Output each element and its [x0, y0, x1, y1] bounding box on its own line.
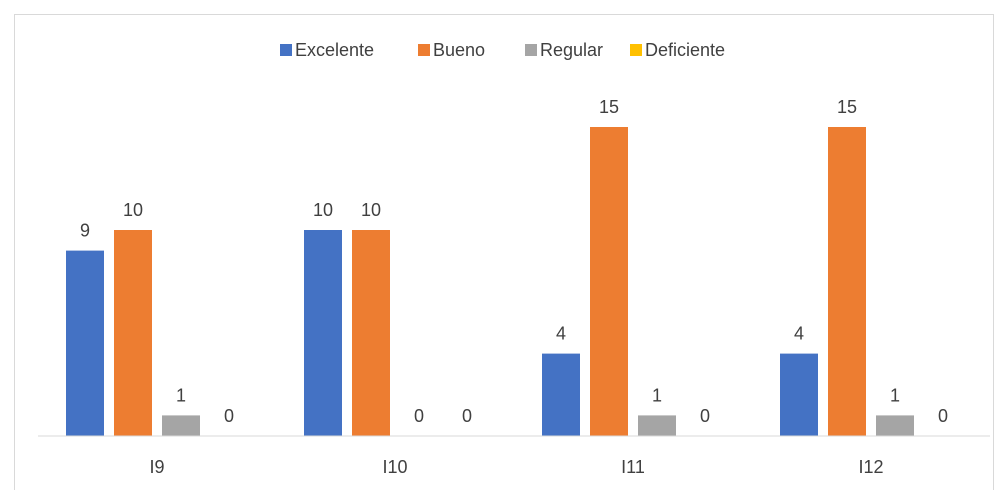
- bar-regular-i11: [638, 415, 676, 436]
- data-label-regular-i11: 1: [652, 385, 662, 405]
- data-label-regular-i12: 1: [890, 385, 900, 405]
- legend-label-excelente: Excelente: [295, 40, 374, 60]
- legend-swatch-deficiente: [630, 44, 642, 56]
- data-label-deficiente-i9: 0: [224, 406, 234, 426]
- bars: [66, 127, 914, 436]
- data-label-excelente-i9: 9: [80, 221, 90, 241]
- x-tick-label-i9: I9: [149, 457, 164, 477]
- bar-regular-i12: [876, 415, 914, 436]
- bar-bueno-i11: [590, 127, 628, 436]
- bar-regular-i9: [162, 415, 200, 436]
- bar-excelente-i11: [542, 353, 580, 436]
- bar-bueno-i10: [352, 230, 390, 436]
- legend-label-regular: Regular: [540, 40, 603, 60]
- data-label-regular-i10: 0: [414, 406, 424, 426]
- data-label-bueno-i9: 10: [123, 200, 143, 220]
- legend-swatch-bueno: [418, 44, 430, 56]
- x-tick-label-i10: I10: [382, 457, 407, 477]
- data-label-deficiente-i10: 0: [462, 406, 472, 426]
- data-label-excelente-i11: 4: [556, 324, 566, 344]
- x-tick-labels: I9 I10 I11 I12: [149, 457, 883, 477]
- data-label-regular-i9: 1: [176, 385, 186, 405]
- data-label-deficiente-i12: 0: [938, 406, 948, 426]
- bar-excelente-i9: [66, 250, 104, 436]
- bar-bueno-i9: [114, 230, 152, 436]
- data-label-bueno-i10: 10: [361, 200, 381, 220]
- legend-swatch-excelente: [280, 44, 292, 56]
- x-tick-label-i11: I11: [621, 457, 645, 477]
- legend-label-bueno: Bueno: [433, 40, 485, 60]
- chart-frame: [14, 14, 994, 490]
- bar-excelente-i10: [304, 230, 342, 436]
- data-label-excelente-i12: 4: [794, 324, 804, 344]
- bar-bueno-i12: [828, 127, 866, 436]
- legend-label-deficiente: Deficiente: [645, 40, 725, 60]
- data-label-excelente-i10: 10: [313, 200, 333, 220]
- data-label-bueno-i12: 15: [837, 97, 857, 117]
- legend-swatch-regular: [525, 44, 537, 56]
- bar-excelente-i12: [780, 353, 818, 436]
- x-tick-label-i12: I12: [858, 457, 883, 477]
- data-label-bueno-i11: 15: [599, 97, 619, 117]
- legend: Excelente Bueno Regular Deficiente: [280, 40, 725, 60]
- data-label-deficiente-i11: 0: [700, 406, 710, 426]
